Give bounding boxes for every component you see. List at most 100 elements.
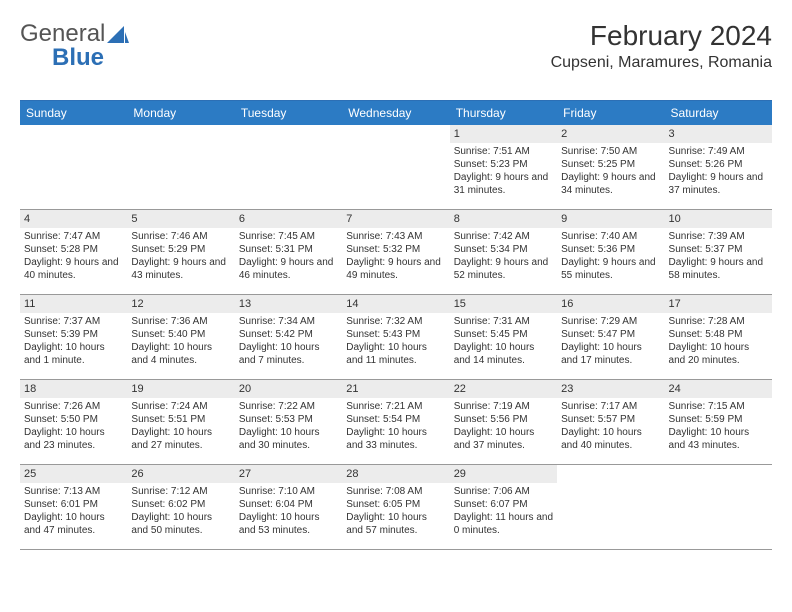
day-body: Sunrise: 7:37 AMSunset: 5:39 PMDaylight:…	[20, 313, 127, 373]
sunset-line: Sunset: 5:47 PM	[561, 328, 660, 341]
day-cell: 13Sunrise: 7:34 AMSunset: 5:42 PMDayligh…	[235, 295, 342, 380]
sunrise-line: Sunrise: 7:29 AM	[561, 315, 660, 328]
daylight-line: Daylight: 9 hours and 46 minutes.	[239, 256, 338, 282]
sunset-line: Sunset: 5:59 PM	[669, 413, 768, 426]
week-row: 25Sunrise: 7:13 AMSunset: 6:01 PMDayligh…	[20, 465, 772, 550]
daylight-line: Daylight: 10 hours and 37 minutes.	[454, 426, 553, 452]
day-number: 16	[557, 295, 664, 313]
daylight-line: Daylight: 9 hours and 49 minutes.	[346, 256, 445, 282]
day-body: Sunrise: 7:06 AMSunset: 6:07 PMDaylight:…	[450, 483, 557, 543]
sunset-line: Sunset: 5:40 PM	[131, 328, 230, 341]
sunrise-line: Sunrise: 7:08 AM	[346, 485, 445, 498]
day-number: 14	[342, 295, 449, 313]
day-body: Sunrise: 7:39 AMSunset: 5:37 PMDaylight:…	[665, 228, 772, 288]
daylight-line: Daylight: 10 hours and 14 minutes.	[454, 341, 553, 367]
sunrise-line: Sunrise: 7:10 AM	[239, 485, 338, 498]
sunset-line: Sunset: 5:23 PM	[454, 158, 553, 171]
day-number: 18	[20, 380, 127, 398]
daylight-line: Daylight: 9 hours and 58 minutes.	[669, 256, 768, 282]
day-body: Sunrise: 7:49 AMSunset: 5:26 PMDaylight:…	[665, 143, 772, 203]
daylight-line: Daylight: 9 hours and 31 minutes.	[454, 171, 553, 197]
day-cell	[665, 465, 772, 550]
sunrise-line: Sunrise: 7:06 AM	[454, 485, 553, 498]
day-cell: 24Sunrise: 7:15 AMSunset: 5:59 PMDayligh…	[665, 380, 772, 465]
day-body: Sunrise: 7:34 AMSunset: 5:42 PMDaylight:…	[235, 313, 342, 373]
daylight-line: Daylight: 10 hours and 17 minutes.	[561, 341, 660, 367]
sunset-line: Sunset: 6:02 PM	[131, 498, 230, 511]
daylight-line: Daylight: 10 hours and 50 minutes.	[131, 511, 230, 537]
sunrise-line: Sunrise: 7:39 AM	[669, 230, 768, 243]
daylight-line: Daylight: 10 hours and 53 minutes.	[239, 511, 338, 537]
day-cell: 4Sunrise: 7:47 AMSunset: 5:28 PMDaylight…	[20, 210, 127, 295]
sunset-line: Sunset: 5:25 PM	[561, 158, 660, 171]
day-number: 5	[127, 210, 234, 228]
day-body: Sunrise: 7:43 AMSunset: 5:32 PMDaylight:…	[342, 228, 449, 288]
day-cell	[20, 125, 127, 210]
day-cell: 21Sunrise: 7:21 AMSunset: 5:54 PMDayligh…	[342, 380, 449, 465]
day-cell	[127, 125, 234, 210]
day-number: 17	[665, 295, 772, 313]
week-row: 18Sunrise: 7:26 AMSunset: 5:50 PMDayligh…	[20, 380, 772, 465]
day-body: Sunrise: 7:29 AMSunset: 5:47 PMDaylight:…	[557, 313, 664, 373]
day-number: 12	[127, 295, 234, 313]
sunset-line: Sunset: 5:39 PM	[24, 328, 123, 341]
day-number: 20	[235, 380, 342, 398]
daylight-line: Daylight: 9 hours and 52 minutes.	[454, 256, 553, 282]
daylight-line: Daylight: 10 hours and 11 minutes.	[346, 341, 445, 367]
sunrise-line: Sunrise: 7:13 AM	[24, 485, 123, 498]
day-cell: 18Sunrise: 7:26 AMSunset: 5:50 PMDayligh…	[20, 380, 127, 465]
day-body: Sunrise: 7:45 AMSunset: 5:31 PMDaylight:…	[235, 228, 342, 288]
day-number: 10	[665, 210, 772, 228]
sunset-line: Sunset: 6:05 PM	[346, 498, 445, 511]
sunset-line: Sunset: 5:57 PM	[561, 413, 660, 426]
week-row: 4Sunrise: 7:47 AMSunset: 5:28 PMDaylight…	[20, 210, 772, 295]
sunset-line: Sunset: 5:48 PM	[669, 328, 768, 341]
daylight-line: Daylight: 10 hours and 33 minutes.	[346, 426, 445, 452]
day-cell: 10Sunrise: 7:39 AMSunset: 5:37 PMDayligh…	[665, 210, 772, 295]
daylight-line: Daylight: 9 hours and 37 minutes.	[669, 171, 768, 197]
sunrise-line: Sunrise: 7:51 AM	[454, 145, 553, 158]
day-cell: 19Sunrise: 7:24 AMSunset: 5:51 PMDayligh…	[127, 380, 234, 465]
day-number: 3	[665, 125, 772, 143]
day-number: 19	[127, 380, 234, 398]
sunset-line: Sunset: 5:37 PM	[669, 243, 768, 256]
day-number: 4	[20, 210, 127, 228]
sunrise-line: Sunrise: 7:49 AM	[669, 145, 768, 158]
sunrise-line: Sunrise: 7:40 AM	[561, 230, 660, 243]
sunrise-line: Sunrise: 7:22 AM	[239, 400, 338, 413]
sunset-line: Sunset: 5:43 PM	[346, 328, 445, 341]
day-body: Sunrise: 7:22 AMSunset: 5:53 PMDaylight:…	[235, 398, 342, 458]
day-body: Sunrise: 7:19 AMSunset: 5:56 PMDaylight:…	[450, 398, 557, 458]
day-number: 28	[342, 465, 449, 483]
day-number: 1	[450, 125, 557, 143]
day-body: Sunrise: 7:21 AMSunset: 5:54 PMDaylight:…	[342, 398, 449, 458]
day-cell: 6Sunrise: 7:45 AMSunset: 5:31 PMDaylight…	[235, 210, 342, 295]
daylight-line: Daylight: 11 hours and 0 minutes.	[454, 511, 553, 537]
sunset-line: Sunset: 5:53 PM	[239, 413, 338, 426]
day-number: 22	[450, 380, 557, 398]
day-body: Sunrise: 7:13 AMSunset: 6:01 PMDaylight:…	[20, 483, 127, 543]
day-number: 15	[450, 295, 557, 313]
sunrise-line: Sunrise: 7:21 AM	[346, 400, 445, 413]
week-row: 1Sunrise: 7:51 AMSunset: 5:23 PMDaylight…	[20, 125, 772, 210]
sunrise-line: Sunrise: 7:12 AM	[131, 485, 230, 498]
day-body: Sunrise: 7:42 AMSunset: 5:34 PMDaylight:…	[450, 228, 557, 288]
sunrise-line: Sunrise: 7:34 AM	[239, 315, 338, 328]
day-body: Sunrise: 7:51 AMSunset: 5:23 PMDaylight:…	[450, 143, 557, 203]
day-number: 7	[342, 210, 449, 228]
day-number: 21	[342, 380, 449, 398]
weekday-header: Wednesday	[342, 101, 449, 125]
day-body: Sunrise: 7:26 AMSunset: 5:50 PMDaylight:…	[20, 398, 127, 458]
day-cell: 9Sunrise: 7:40 AMSunset: 5:36 PMDaylight…	[557, 210, 664, 295]
location: Cupseni, Maramures, Romania	[551, 54, 772, 72]
day-body: Sunrise: 7:15 AMSunset: 5:59 PMDaylight:…	[665, 398, 772, 458]
day-cell: 26Sunrise: 7:12 AMSunset: 6:02 PMDayligh…	[127, 465, 234, 550]
daylight-line: Daylight: 10 hours and 20 minutes.	[669, 341, 768, 367]
day-body: Sunrise: 7:47 AMSunset: 5:28 PMDaylight:…	[20, 228, 127, 288]
day-number: 9	[557, 210, 664, 228]
day-body: Sunrise: 7:40 AMSunset: 5:36 PMDaylight:…	[557, 228, 664, 288]
day-cell: 23Sunrise: 7:17 AMSunset: 5:57 PMDayligh…	[557, 380, 664, 465]
sunset-line: Sunset: 5:42 PM	[239, 328, 338, 341]
daylight-line: Daylight: 10 hours and 1 minute.	[24, 341, 123, 367]
day-cell: 7Sunrise: 7:43 AMSunset: 5:32 PMDaylight…	[342, 210, 449, 295]
